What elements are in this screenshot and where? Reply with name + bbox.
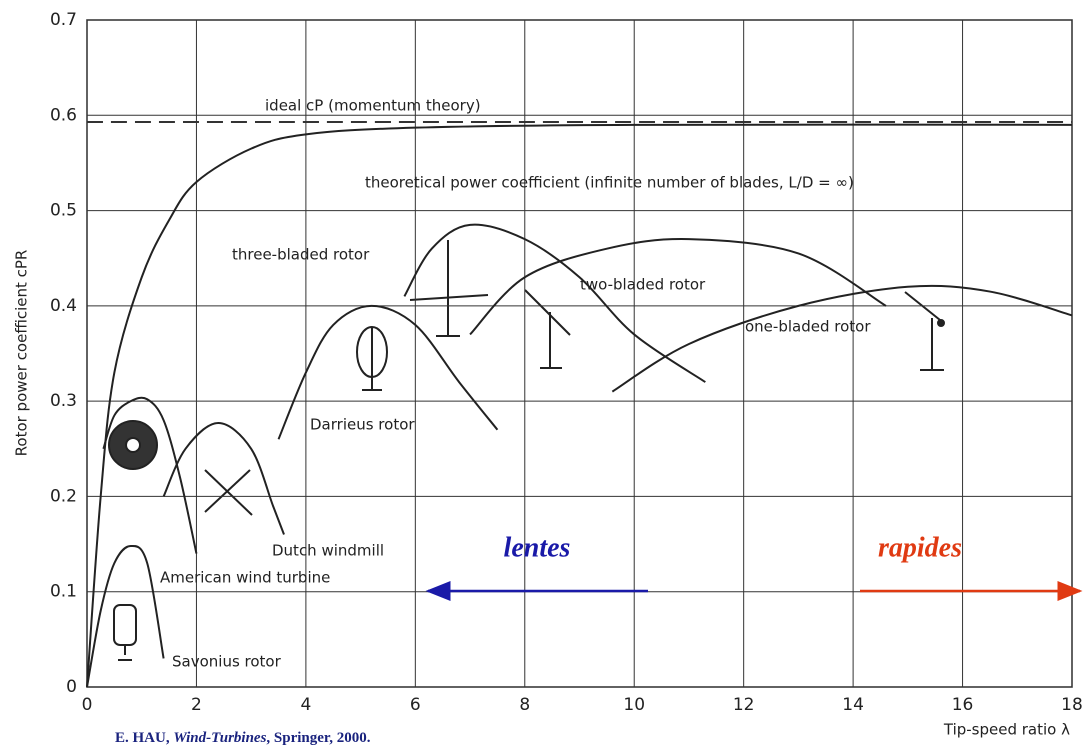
y-tick-label: 0.2 bbox=[50, 486, 77, 506]
curve-label: theoretical power coefficient (infinite … bbox=[365, 174, 854, 192]
y-tick-label: 0.7 bbox=[50, 10, 77, 30]
y-tick-label: 0.1 bbox=[50, 582, 77, 602]
plot-frame bbox=[87, 20, 1072, 687]
y-tick-label: 0.6 bbox=[50, 105, 77, 125]
curve bbox=[87, 125, 1072, 687]
two-blade-icon bbox=[525, 290, 570, 368]
one-blade-icon bbox=[905, 292, 944, 370]
curve-label: Savonius rotor bbox=[172, 653, 282, 671]
x-tick-label: 8 bbox=[519, 695, 530, 715]
curve bbox=[87, 546, 164, 687]
curve bbox=[103, 398, 196, 554]
savonius-icon bbox=[114, 605, 136, 660]
y-tick-label: 0.4 bbox=[50, 296, 77, 316]
x-axis-label: Tip-speed ratio λ bbox=[943, 721, 1070, 739]
x-tick-label: 6 bbox=[410, 695, 421, 715]
curve bbox=[612, 286, 1072, 392]
y-tick-label: 0 bbox=[66, 677, 77, 697]
x-tick-label: 14 bbox=[842, 695, 864, 715]
y-tick-label: 0.3 bbox=[50, 391, 77, 411]
multiblade-hub bbox=[126, 438, 140, 452]
curve-label: American wind turbine bbox=[160, 569, 330, 587]
curve-label: Darrieus rotor bbox=[310, 416, 415, 434]
x-tick-label: 4 bbox=[300, 695, 311, 715]
rotor-icons bbox=[109, 240, 944, 660]
curve bbox=[404, 225, 705, 382]
curve-label: two-bladed rotor bbox=[580, 276, 706, 294]
source-author: E. HAU, bbox=[115, 730, 170, 746]
three-blade-icon bbox=[410, 240, 488, 336]
y-tick-label: 0.5 bbox=[50, 201, 77, 221]
source-book: Wind-Turbines bbox=[173, 730, 266, 746]
x-tick-label: 10 bbox=[623, 695, 645, 715]
curve-label: three-bladed rotor bbox=[232, 246, 370, 264]
x-tick-label: 0 bbox=[82, 695, 93, 715]
x-tick-label: 18 bbox=[1061, 695, 1083, 715]
source-rest: , Springer, 2000. bbox=[266, 730, 370, 746]
x-tick-label: 2 bbox=[191, 695, 202, 715]
curve-label: one-bladed rotor bbox=[745, 318, 871, 336]
dutch-icon bbox=[205, 470, 252, 515]
source-note: E. HAU, Wind-Turbines, Springer, 2000. bbox=[115, 730, 371, 746]
curve-label: Dutch windmill bbox=[272, 542, 384, 560]
annotation: rapides bbox=[878, 532, 962, 563]
x-tick-label: 12 bbox=[733, 695, 755, 715]
curve-label: ideal cP (momentum theory) bbox=[265, 97, 481, 115]
curve bbox=[164, 423, 284, 534]
darrieus-icon bbox=[357, 327, 387, 390]
x-tick-label: 16 bbox=[952, 695, 974, 715]
annotation: lentes bbox=[504, 532, 571, 563]
y-axis-label: Rotor power coefficient cPR bbox=[13, 250, 31, 457]
chart: Rotor power coefficient cPR Tip-speed ra… bbox=[0, 0, 1084, 749]
